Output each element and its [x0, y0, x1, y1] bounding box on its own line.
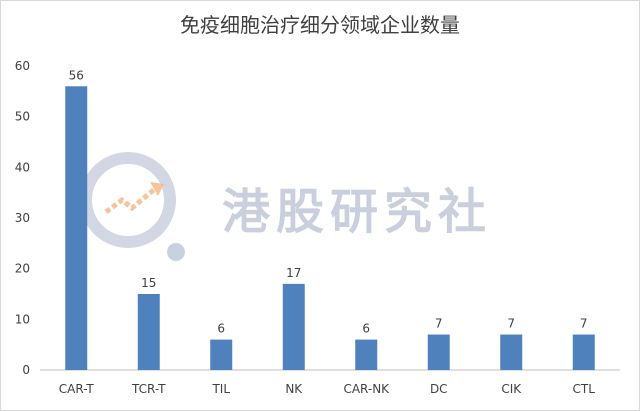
data-labels: 56 15 6 17 6 7 7 7 [69, 68, 588, 335]
y-tick-label: 30 [15, 211, 30, 225]
y-tick-label: 10 [15, 312, 30, 326]
bar-car-t [65, 86, 88, 371]
x-tick-label: CAR-NK [343, 382, 390, 396]
bar-dc [427, 334, 450, 370]
bar-nk [282, 283, 305, 370]
bar-ctl [572, 334, 595, 370]
y-tick-label: 50 [15, 110, 30, 124]
bar-series [65, 86, 595, 371]
x-tick-label: DC [430, 382, 448, 396]
data-label-dc: 7 [435, 317, 443, 331]
y-tick-label: 60 [15, 59, 30, 73]
data-label-car-t: 56 [69, 68, 84, 82]
x-tick-label: CTL [573, 382, 596, 396]
bar-cik [500, 334, 523, 370]
data-label-tcr-t: 15 [141, 276, 156, 290]
chart-title: 免疫细胞治疗细分领域企业数量 [180, 13, 460, 37]
data-label-car-nk: 6 [362, 322, 370, 336]
x-tick-label: NK [285, 382, 303, 396]
x-tick-label: TCR-T [131, 382, 166, 396]
data-label-til: 6 [217, 322, 225, 336]
x-tick-label: CIK [501, 382, 522, 396]
x-tick-label: TIL [211, 382, 230, 396]
y-tick-label: 0 [22, 363, 30, 377]
y-axis: 0 10 20 30 40 50 60 [15, 59, 30, 377]
data-label-ctl: 7 [580, 317, 588, 331]
watermark-text: 港股研究社 [222, 184, 492, 240]
data-label-cik: 7 [507, 317, 515, 331]
bar-til [210, 339, 233, 370]
y-tick-label: 40 [15, 160, 30, 174]
bar-car-nk [355, 339, 378, 370]
y-tick-label: 20 [15, 262, 30, 276]
bar-tcr-t [137, 294, 160, 370]
x-axis: CAR-T TCR-T TIL NK CAR-NK DC CIK CTL [59, 382, 596, 396]
data-label-nk: 17 [286, 266, 301, 280]
x-tick-label: CAR-T [59, 382, 95, 396]
